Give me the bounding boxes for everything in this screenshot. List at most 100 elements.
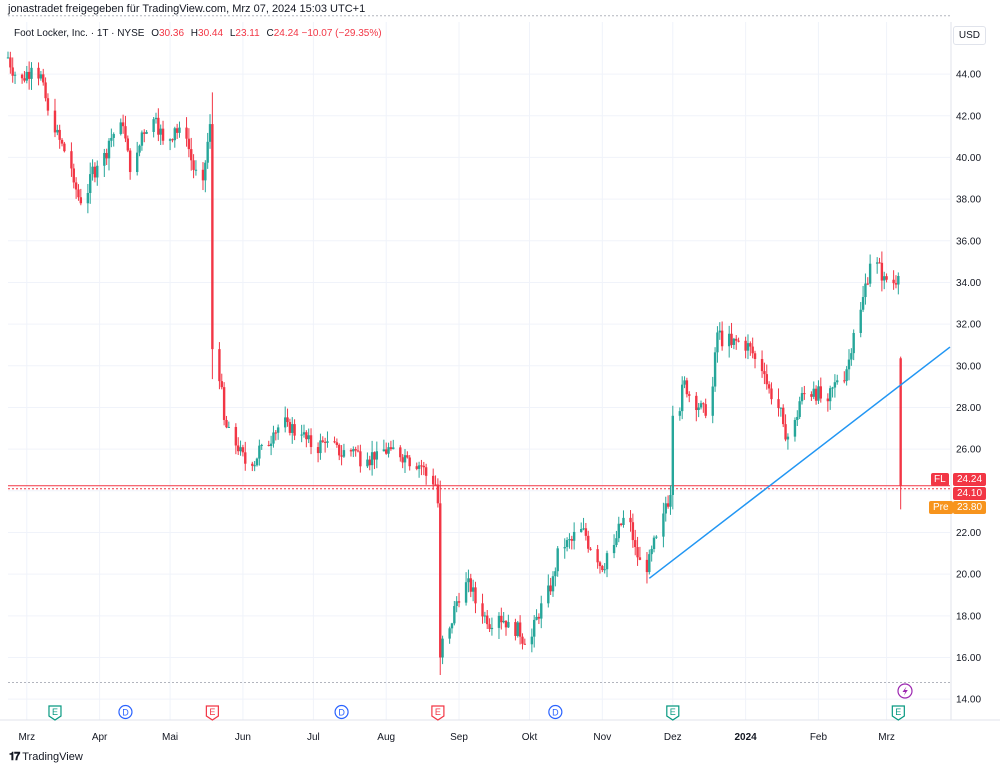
candle-body bbox=[533, 619, 536, 637]
candle-body bbox=[13, 74, 17, 76]
candle-body bbox=[843, 380, 846, 382]
price-tick-label: 18.00 bbox=[956, 611, 981, 622]
candle-body bbox=[373, 452, 376, 460]
price-tick-label: 32.00 bbox=[956, 320, 981, 331]
candle-body bbox=[793, 420, 797, 437]
candle-body bbox=[685, 380, 689, 395]
candle-body bbox=[751, 346, 754, 354]
symbol-title[interactable]: Foot Locker, Inc. · 1T · NYSE bbox=[14, 28, 145, 39]
candle-body bbox=[474, 587, 477, 604]
candle-body bbox=[218, 349, 221, 382]
candle-body bbox=[507, 622, 510, 628]
candle-body bbox=[352, 449, 355, 452]
price-tick-label: 30.00 bbox=[956, 361, 981, 372]
dividend-icon[interactable] bbox=[548, 704, 563, 720]
last-price-tag: 24.10 bbox=[953, 487, 987, 500]
earnings-icon[interactable] bbox=[205, 705, 219, 721]
candle-body bbox=[634, 540, 637, 548]
candle-body bbox=[516, 622, 519, 636]
candle-body bbox=[431, 475, 435, 485]
candle-body bbox=[420, 465, 423, 467]
close-label: C bbox=[266, 28, 274, 39]
candle-body bbox=[619, 523, 623, 525]
time-tick-label: Dez bbox=[664, 732, 682, 743]
currency-button[interactable]: USD bbox=[952, 26, 986, 45]
candle-body bbox=[140, 132, 144, 146]
candle-body bbox=[570, 539, 573, 541]
trend-line-segment[interactable] bbox=[648, 346, 951, 579]
earnings-icon[interactable] bbox=[891, 705, 905, 721]
trend-line[interactable] bbox=[648, 346, 951, 579]
lightning-icon[interactable] bbox=[897, 683, 913, 699]
candle-body bbox=[74, 182, 78, 190]
earnings-icon[interactable] bbox=[666, 705, 680, 721]
price-tick-label: 40.00 bbox=[956, 153, 981, 164]
candle-body bbox=[615, 538, 618, 545]
candle-body bbox=[291, 424, 294, 433]
earnings-icon[interactable] bbox=[431, 705, 445, 721]
candle-body bbox=[145, 131, 148, 134]
candle-body bbox=[208, 124, 212, 142]
price-tick-label: 16.00 bbox=[956, 653, 981, 664]
candle-body bbox=[537, 616, 541, 619]
candle-body bbox=[241, 447, 245, 453]
dividend-icon[interactable] bbox=[334, 704, 349, 720]
candle-body bbox=[255, 458, 259, 466]
candle-body bbox=[258, 445, 261, 459]
candle-body bbox=[112, 134, 115, 138]
candle-body bbox=[782, 407, 785, 425]
price-axis[interactable]: 14.0016.0018.0020.0022.0024.0026.0028.00… bbox=[956, 70, 981, 706]
candle-body bbox=[549, 585, 552, 592]
candle-body bbox=[401, 457, 404, 463]
time-tick-label: Mai bbox=[162, 732, 178, 743]
candle-body bbox=[878, 262, 881, 264]
candle-body bbox=[589, 548, 592, 550]
candle-body bbox=[833, 382, 837, 388]
candle-body bbox=[770, 388, 773, 400]
candle-body bbox=[547, 585, 550, 604]
candle-body bbox=[326, 441, 329, 443]
candle-body bbox=[370, 452, 374, 466]
candle-body bbox=[286, 417, 289, 423]
candle-body bbox=[321, 440, 324, 442]
earnings-icon[interactable] bbox=[48, 705, 62, 721]
earnings-icon-letter: E bbox=[895, 707, 901, 717]
candle-body bbox=[6, 57, 10, 59]
candle-body bbox=[9, 57, 12, 68]
candle-body bbox=[861, 297, 865, 310]
candle-body bbox=[260, 444, 263, 446]
candle-body bbox=[779, 407, 783, 409]
candle-body bbox=[810, 394, 813, 397]
candle-body bbox=[37, 67, 40, 79]
candle-body bbox=[631, 522, 635, 541]
close-value: 24.24 bbox=[273, 28, 299, 39]
candle-body bbox=[136, 152, 139, 173]
candle-body bbox=[406, 455, 409, 458]
candle-body bbox=[727, 333, 731, 347]
dividend-icon[interactable] bbox=[118, 704, 133, 720]
candle-body bbox=[60, 139, 64, 144]
price-tick-label: 20.00 bbox=[956, 570, 981, 581]
candle-body bbox=[868, 263, 872, 284]
candle-body bbox=[568, 539, 571, 541]
candle-body bbox=[695, 395, 698, 411]
candle-body bbox=[584, 528, 588, 536]
candle-body bbox=[556, 548, 559, 572]
candle-body bbox=[276, 427, 280, 433]
candle-body bbox=[786, 436, 790, 440]
candle-body bbox=[847, 359, 851, 370]
candle-body bbox=[666, 503, 670, 507]
candle-body bbox=[302, 432, 306, 435]
candle-body bbox=[30, 67, 33, 79]
candle-body bbox=[201, 169, 205, 181]
candle-body bbox=[680, 384, 684, 412]
tradingview-logo[interactable]: 𝟏𝟕 TradingView bbox=[9, 751, 83, 764]
candle-body bbox=[349, 450, 353, 452]
candle-body bbox=[836, 380, 839, 383]
time-tick-label: Mrz bbox=[18, 732, 35, 743]
candle-body bbox=[859, 309, 862, 333]
candle-body bbox=[688, 394, 691, 396]
candle-body bbox=[439, 503, 442, 658]
candle-body bbox=[368, 459, 371, 466]
time-axis[interactable]: Mrz Apr Mai Jun Jul Aug Sep Okt Nov Dez 2024 Feb Mrz bbox=[18, 732, 894, 743]
